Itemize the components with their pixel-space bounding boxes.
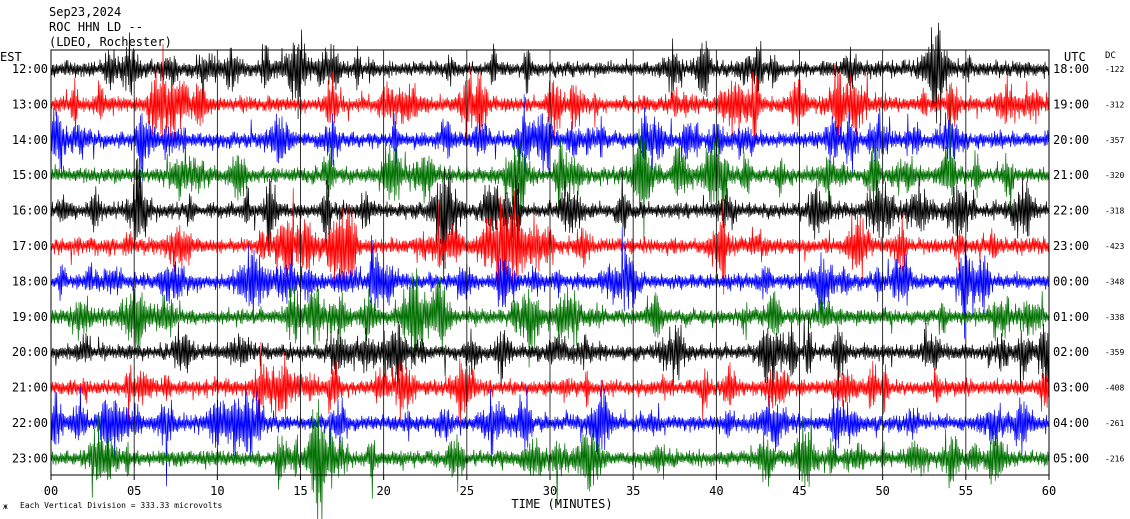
est-hour-label: 20:00 [12,345,48,359]
x-tick-label: 40 [709,484,723,498]
est-hour-label: 19:00 [12,310,48,324]
utc-hour-label: 20:00 [1053,133,1089,147]
utc-hour-label: 04:00 [1053,416,1089,430]
x-tick-label: 30 [543,484,557,498]
est-hour-label: 18:00 [12,274,48,288]
dc-offset-label: -122 [1105,65,1124,74]
utc-hour-label: 05:00 [1053,451,1089,465]
est-hour-label: 17:00 [12,239,48,253]
dc-column-label: DC [1105,51,1116,61]
est-hour-label: 23:00 [12,451,48,465]
utc-hour-label: 23:00 [1053,239,1089,253]
footer-glyph: ж [3,502,8,511]
trace-line [50,86,1049,241]
dc-offset-label: -320 [1105,171,1124,180]
left-axis-label: EST [0,50,22,64]
seismic-traces [50,22,1049,519]
chart-date: Sep23,2024 [49,5,121,19]
trace-line [50,22,1049,126]
utc-hour-label: 18:00 [1053,62,1089,76]
x-tick-label: 55 [959,484,973,498]
x-tick-label: 20 [376,484,390,498]
trace-line [50,268,1049,370]
trace-line [50,94,1049,189]
trace-line [50,317,1049,396]
utc-hour-label: 03:00 [1053,381,1089,395]
x-tick-label: 35 [626,484,640,498]
dc-offset-label: -423 [1105,242,1124,251]
est-hour-label: 13:00 [12,97,48,111]
dc-offset-label: -312 [1105,100,1124,109]
utc-hour-label: 00:00 [1053,274,1089,288]
utc-hour-label: 02:00 [1053,345,1089,359]
trace-line [50,379,1049,487]
utc-hour-label: 22:00 [1053,204,1089,218]
dc-offset-label: -216 [1105,454,1124,463]
dc-offset-label: -348 [1105,277,1124,286]
utc-hour-label: 19:00 [1053,97,1089,111]
trace-line [50,44,1049,146]
x-axis-ticks: 00 05 10 15 20 25 30 35 40 45 50 55 60 [44,475,1056,498]
est-hour-label: 12:00 [12,62,48,76]
est-hour-label: 15:00 [12,168,48,182]
est-hour-label: 21:00 [12,381,48,395]
dc-offset-label: -357 [1105,136,1124,145]
chart-location: (LDEO, Rochester) [49,35,172,49]
footer-note: Each Vertical Division = 333.33 microvol… [20,501,222,510]
dc-offset-label: -261 [1105,419,1124,428]
trace-line [50,226,1049,339]
dc-offset-label: -408 [1105,384,1124,393]
est-hour-label: 22:00 [12,416,48,430]
x-tick-label: 15 [293,484,307,498]
right-axis-label: UTC [1064,50,1086,64]
x-tick-label: 10 [210,484,224,498]
row-labels: 12:00 18:00 -122 13:00 19:00 -312 14:00 20:00 -3… [12,62,1125,465]
utc-hour-label: 21:00 [1053,168,1089,182]
trace-line [50,341,1049,428]
x-axis-title: TIME (MINUTES) [511,497,612,511]
x-tick-label: 00 [44,484,58,498]
trace-line [50,399,1049,519]
x-tick-label: 50 [875,484,889,498]
trace-line [50,188,1049,304]
dc-offset-label: -359 [1105,348,1124,357]
x-tick-label: 05 [127,484,141,498]
dc-offset-label: -318 [1105,207,1124,216]
minute-gridlines [133,50,967,475]
x-tick-label: 60 [1042,484,1056,498]
x-tick-label: 45 [792,484,806,498]
est-hour-label: 16:00 [12,204,48,218]
chart-station: ROC HHN LD -- [49,20,143,34]
dc-offset-label: -338 [1105,313,1124,322]
x-tick-label: 25 [460,484,474,498]
trace-line [50,158,1049,282]
utc-hour-label: 01:00 [1053,310,1089,324]
est-hour-label: 14:00 [12,133,48,147]
